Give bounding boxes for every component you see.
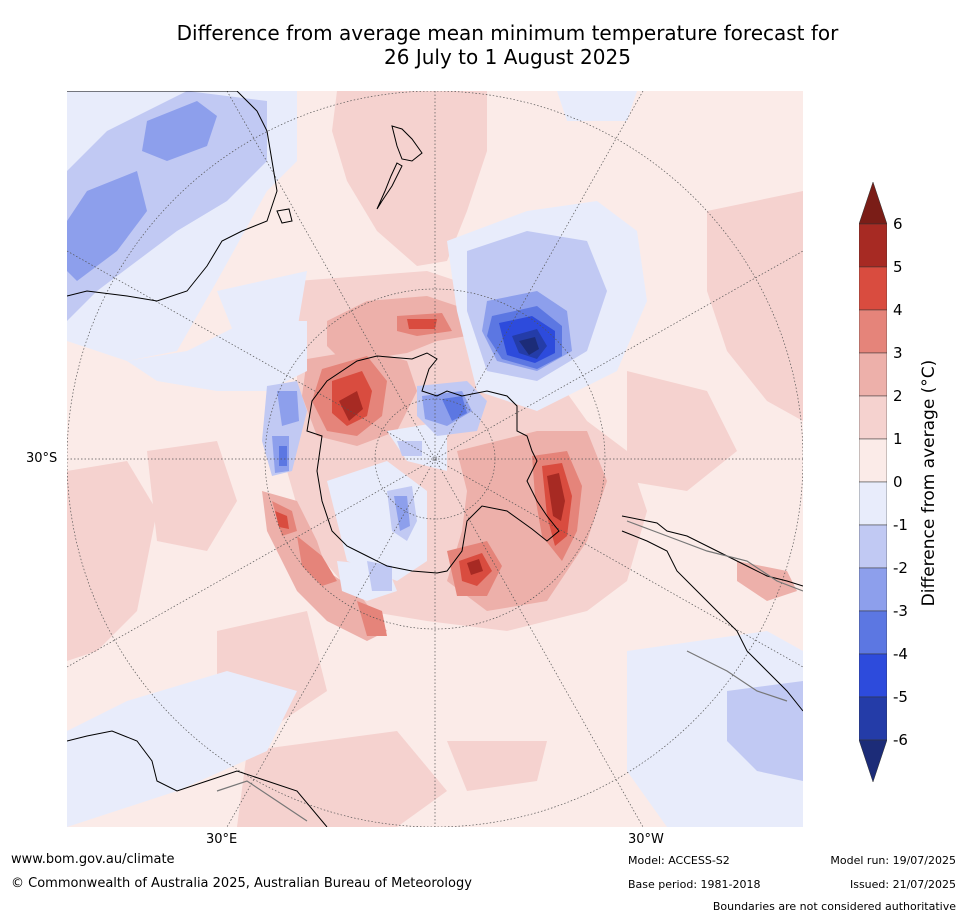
colorbar-tick-label: 6 (893, 215, 903, 233)
coastlines (67, 91, 803, 827)
colorbar (858, 181, 888, 783)
footer-disclaimer: Boundaries are not considered authoritat… (712, 900, 956, 913)
colorbar-tick-label: 5 (893, 258, 903, 276)
footer-issued: Issued: 21/07/2025 (849, 878, 956, 891)
colorbar-tick-label: 1 (893, 430, 903, 448)
colorbar-band-m6-to-m5 (858, 696, 888, 741)
colorbar-band-1-to-2 (858, 395, 888, 440)
colorbar-tick-label: -6 (893, 731, 908, 749)
map-title: Difference from average mean minimum tem… (60, 21, 955, 69)
colorbar-band-m2-to-m1 (858, 524, 888, 569)
colorbar-band-m3-to-m2 (858, 567, 888, 612)
colorbar-tick-label: -1 (893, 516, 908, 534)
colorbar-band-m1-to-0 (858, 481, 888, 526)
footer-website[interactable]: www.bom.gov.au/climate (11, 852, 175, 867)
colorbar-tick-label: 2 (893, 387, 903, 405)
footer-model-run: Model run: 19/07/2025 (830, 854, 956, 867)
colorbar-tick-label: -3 (893, 602, 908, 620)
colorbar-band-5-to-6 (858, 223, 888, 268)
colorbar-band-3-to-4 (858, 309, 888, 354)
graticule (67, 91, 803, 827)
colorbar-tick-label: -2 (893, 559, 908, 577)
colorbar-title: Difference from average (°C) (919, 359, 939, 607)
colorbar-svg (858, 181, 888, 783)
colorbar-tick-label: -4 (893, 645, 908, 663)
polar-map[interactable] (67, 91, 803, 827)
colorbar-tick-label: 0 (893, 473, 903, 491)
colorbar-extend-high (858, 181, 888, 225)
footer-base-period: Base period: 1981-2018 (628, 878, 761, 891)
title-line-2: 26 July to 1 August 2025 (384, 45, 631, 69)
colorbar-tick-label: 3 (893, 344, 903, 362)
colorbar-band-4-to-5 (858, 266, 888, 311)
map-svg (67, 91, 803, 827)
colorbar-band-0-to-1 (858, 438, 888, 483)
colorbar-band-m4-to-m3 (858, 610, 888, 655)
lon-label-30e: 30°E (206, 832, 238, 847)
colorbar-tick-label: 4 (893, 301, 903, 319)
colorbar-tick-label: -5 (893, 688, 908, 706)
cold-anomaly-below-m6 (519, 337, 539, 355)
colorbar-band-m5-to-m4 (858, 653, 888, 698)
footer-copyright: © Commonwealth of Australia 2025, Austra… (11, 876, 472, 891)
colorbar-extend-low (858, 739, 888, 783)
title-line-1: Difference from average mean minimum tem… (176, 21, 839, 45)
lat-label-30s: 30°S (26, 451, 58, 466)
footer-model: Model: ACCESS-S2 (628, 854, 730, 867)
warm-anomaly-5to6 (339, 391, 565, 575)
colorbar-band-2-to-3 (858, 352, 888, 397)
country-boundaries (216, 520, 803, 822)
lon-label-30w: 30°W (628, 832, 664, 847)
